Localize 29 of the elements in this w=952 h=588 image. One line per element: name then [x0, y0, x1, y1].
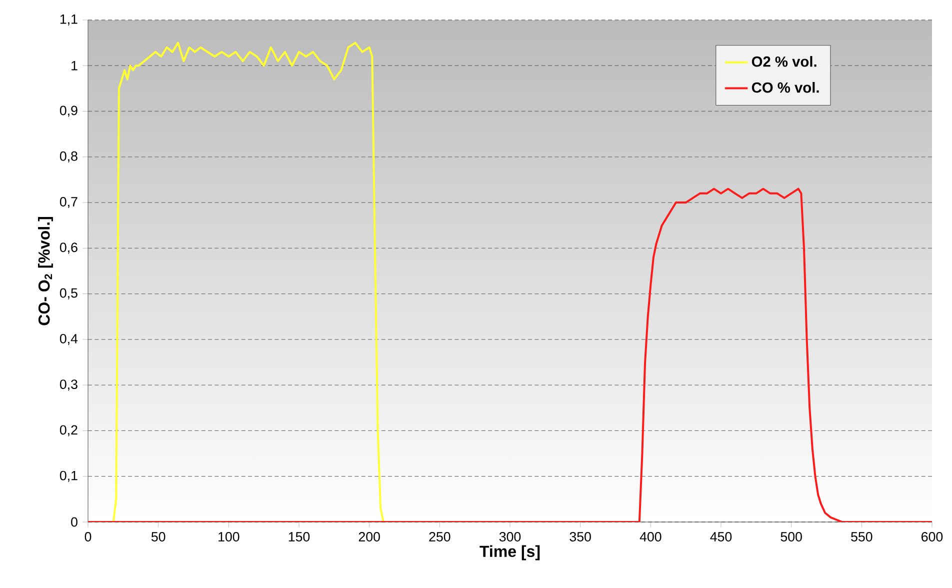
x-tick-label: 600	[922, 532, 943, 542]
x-tick-label: 400	[640, 532, 662, 542]
y-tick-label: 1	[72, 61, 78, 70]
x-tick-label: 350	[570, 532, 591, 542]
legend-label: CO % vol.	[752, 82, 819, 93]
y-tick-label: 0,9	[60, 106, 78, 117]
y-tick-label: 0,8	[60, 151, 78, 162]
x-tick-label: 100	[218, 532, 240, 542]
y-axis-title: CO- O$_{2}$ [%vol.]	[38, 217, 53, 326]
y-tick-label: 0,5	[60, 288, 78, 300]
x-tick-label: 300	[499, 532, 521, 542]
x-tick-label: 500	[780, 532, 802, 542]
x-tick-label: 200	[358, 532, 380, 542]
y-tick-label: 0	[71, 517, 78, 527]
y-tick-label: 0,4	[60, 334, 78, 345]
y-tick-label: 0,6	[60, 242, 78, 254]
x-tick-label: 250	[429, 532, 450, 542]
y-tick-label: 0,3	[60, 380, 78, 391]
y-tick-label: 0,2	[60, 425, 78, 436]
legend-label: O2 % vol.	[752, 56, 816, 67]
x-tick-label: 450	[710, 532, 732, 542]
x-tick-label: 550	[851, 532, 872, 542]
y-tick-label: 0,7	[60, 197, 78, 208]
x-axis-title: Time [s]	[480, 545, 540, 560]
x-tick-label: 150	[288, 532, 310, 542]
y-tick-label: 1,1	[60, 14, 78, 26]
x-tick-label: 0	[84, 532, 92, 542]
y-tick-label: 0,1	[60, 470, 78, 482]
x-tick-label: 50	[151, 532, 166, 542]
